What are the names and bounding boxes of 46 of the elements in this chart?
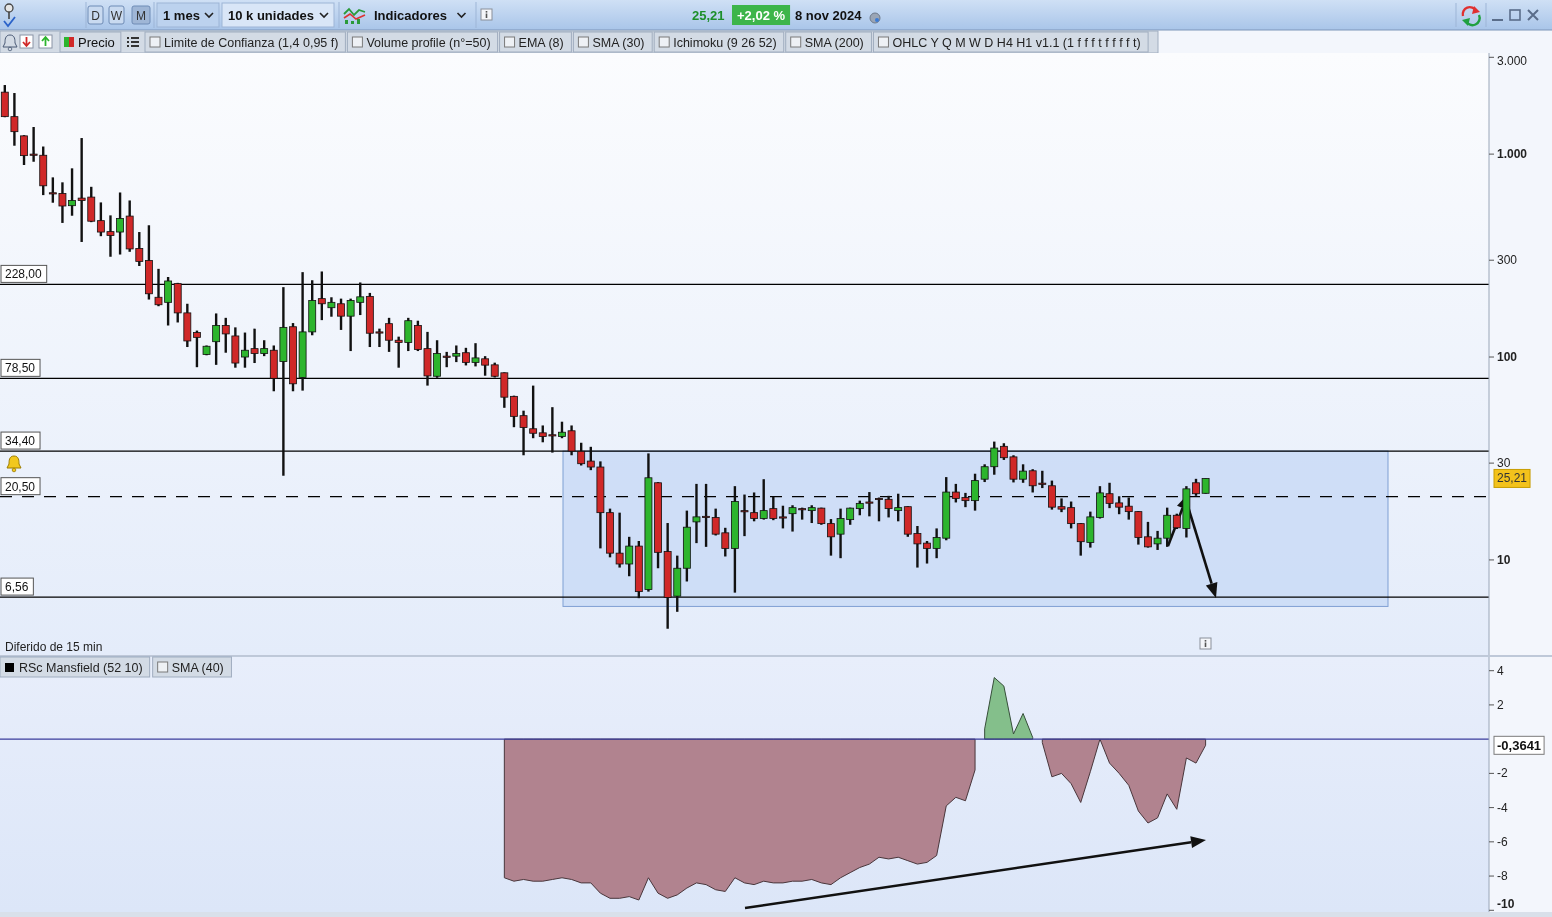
text: -0,3641: [1497, 737, 1542, 753]
y-tick-label: 100: [1497, 350, 1518, 365]
y-tick-label: 2: [1497, 697, 1504, 712]
y-tick-label: -4: [1497, 800, 1508, 815]
chart-title: RSc Mansfield (52 10): [19, 660, 143, 675]
ref-line-label: 34,40: [5, 434, 36, 449]
text: SMA (30): [592, 35, 645, 50]
y-tick-label: 300: [1497, 253, 1518, 268]
ref-line-label: 6,56: [5, 580, 29, 595]
y-tick-label: 3.000: [1497, 54, 1528, 68]
candlestick: [750, 491, 759, 523]
text: EMA (8): [518, 35, 564, 50]
y-tick-label: -2: [1497, 766, 1508, 781]
text: Precio: [78, 34, 115, 50]
candlestick: [193, 329, 201, 369]
text: Indicadores: [374, 8, 447, 23]
text: Volume profile (n°=50): [366, 35, 491, 50]
text: 8 nov 2024: [795, 8, 863, 23]
y-tick-label: 10: [1497, 552, 1511, 567]
text: +2,02 %: [736, 8, 786, 23]
text: 25,21: [1497, 471, 1528, 486]
text: W: [110, 8, 123, 23]
text: 25,21: [692, 8, 725, 23]
text: 1 mes: [163, 8, 200, 23]
y-tick-label: -10: [1497, 897, 1515, 911]
text: Limite de Confianza (1,4 0,95 f): [164, 35, 339, 50]
ref-line-label: 78,50: [5, 361, 36, 376]
y-tick-label: -6: [1497, 834, 1508, 849]
candlestick: [221, 316, 230, 354]
annotation: SMA (40): [171, 660, 224, 675]
candlestick: [779, 504, 787, 530]
ref-line-label: 20,50: [5, 479, 36, 494]
text: Ichimoku (9 26 52): [673, 35, 777, 50]
candlestick: [529, 384, 538, 440]
y-tick-label: 30: [1497, 456, 1511, 471]
y-tick-label: 4: [1497, 663, 1504, 678]
text: OHLC Y Q M W D H4 H1 v1.1 (1 f f f t f f f f t): [892, 35, 1141, 50]
y-tick-label: 1.000: [1497, 147, 1528, 162]
text: SMA (200): [804, 35, 864, 50]
text: M: [136, 8, 146, 23]
text: 10 k unidades: [228, 8, 314, 23]
y-tick-label: -8: [1497, 869, 1508, 884]
ref-line-label: 228,00: [5, 267, 43, 282]
candlestick: [212, 312, 221, 367]
annotation: Diferido de 15 min: [5, 640, 103, 654]
text: D: [91, 8, 101, 23]
